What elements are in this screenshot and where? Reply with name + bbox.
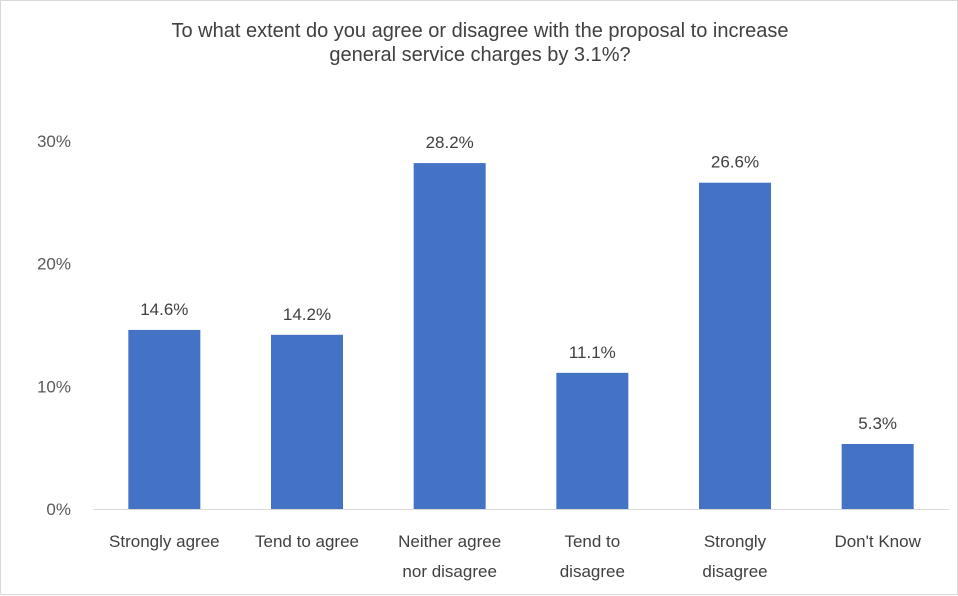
category-label: Don't Know — [834, 532, 921, 551]
data-label: 14.2% — [283, 305, 331, 324]
category-label: disagree — [560, 562, 625, 581]
data-label: 28.2% — [426, 133, 474, 152]
y-tick-label: 0% — [46, 500, 71, 519]
data-label: 26.6% — [711, 153, 759, 172]
category-label: disagree — [702, 562, 767, 581]
bar — [413, 163, 486, 509]
category-label: Tend to agree — [255, 532, 359, 551]
bar — [128, 329, 201, 509]
y-tick-label: 20% — [37, 255, 71, 274]
data-label: 11.1% — [569, 343, 616, 362]
y-tick-label: 30% — [37, 132, 71, 151]
bar — [841, 443, 914, 509]
category-label: Neither agree — [398, 532, 501, 551]
y-tick-label: 10% — [37, 377, 71, 396]
bar — [556, 372, 629, 509]
category-label: Strongly — [704, 532, 767, 551]
chart-title-line-2: general service charges by 3.1%? — [329, 44, 631, 66]
chart-title-line-1: To what extent do you agree or disagree … — [171, 20, 789, 42]
category-label: Tend to — [564, 532, 620, 551]
category-label: nor disagree — [402, 562, 497, 581]
category-label: Strongly agree — [109, 532, 220, 551]
bar — [699, 182, 771, 509]
data-label: 5.3% — [858, 414, 897, 433]
data-label: 14.6% — [140, 300, 188, 319]
bar — [271, 334, 343, 509]
